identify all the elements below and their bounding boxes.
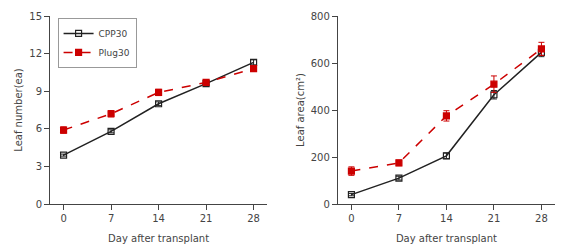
svg-text:Leaf area(cm²): Leaf area(cm²) [295, 73, 306, 147]
svg-text:9: 9 [36, 86, 42, 97]
svg-text:7: 7 [396, 213, 402, 224]
svg-text:0: 0 [36, 199, 42, 210]
svg-text:0: 0 [60, 213, 66, 224]
svg-text:21: 21 [200, 213, 213, 224]
svg-text:Day after transplant: Day after transplant [396, 233, 497, 244]
svg-text:600: 600 [311, 58, 330, 69]
svg-text:0: 0 [323, 199, 329, 210]
svg-text:12: 12 [29, 48, 42, 59]
svg-text:Plug30: Plug30 [99, 48, 130, 58]
svg-text:800: 800 [311, 11, 330, 22]
svg-text:Day after transplant: Day after transplant [108, 233, 209, 244]
svg-text:28: 28 [247, 213, 260, 224]
svg-text:3: 3 [36, 161, 42, 172]
svg-text:21: 21 [488, 213, 501, 224]
svg-text:400: 400 [311, 105, 330, 116]
svg-text:Leaf number(ea): Leaf number(ea) [13, 68, 24, 152]
svg-text:28: 28 [535, 213, 548, 224]
svg-text:CPP30: CPP30 [99, 29, 128, 39]
svg-text:200: 200 [311, 152, 330, 163]
svg-text:14: 14 [440, 213, 453, 224]
svg-text:15: 15 [29, 11, 42, 22]
svg-text:7: 7 [108, 213, 114, 224]
svg-text:14: 14 [152, 213, 165, 224]
svg-text:6: 6 [36, 123, 42, 134]
svg-text:0: 0 [348, 213, 354, 224]
